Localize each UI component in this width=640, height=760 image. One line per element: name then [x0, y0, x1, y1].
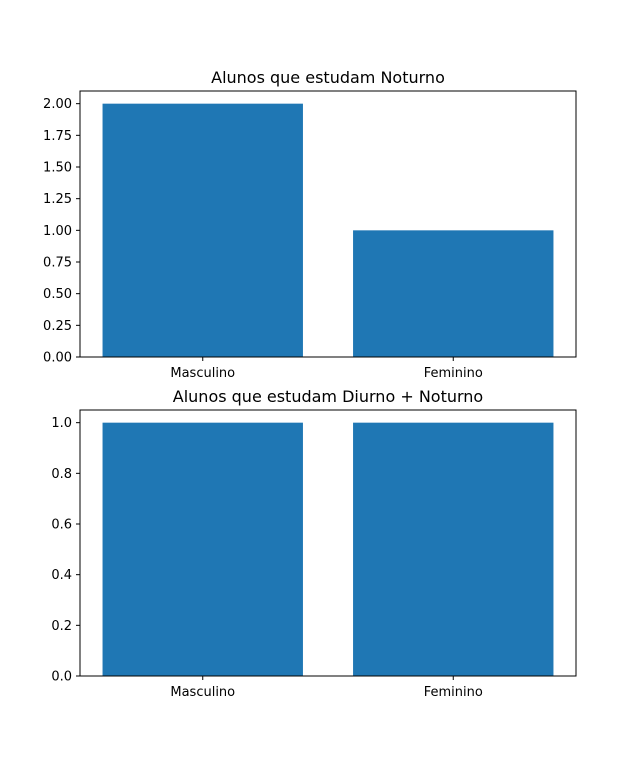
plot-frame	[79, 409, 577, 677]
bar-feminino	[353, 230, 554, 357]
chart-title: Alunos que estudam Noturno	[211, 68, 445, 87]
x-tick-label: Feminino	[424, 366, 483, 381]
y-tick-label: 2.00	[43, 97, 72, 112]
y-tick-label: 1.50	[43, 161, 72, 176]
bar-feminino	[353, 422, 554, 676]
chart-noturno: Alunos que estudam Noturno 0.00 0.25 0.50 0…	[43, 68, 577, 381]
y-tick-label: 1.0	[51, 416, 72, 431]
bar-masculino	[102, 422, 303, 676]
y-tick-label: 1.00	[43, 224, 72, 239]
y-tick-label: 0.25	[43, 319, 72, 334]
chart-diurno-noturno: Alunos que estudam Diurno + Noturno 0.0 0…	[51, 387, 577, 700]
y-tick-label: 1.75	[43, 129, 72, 144]
y-tick-label: 0.6	[51, 518, 72, 533]
plot-frame	[79, 90, 577, 358]
chart-title: Alunos que estudam Diurno + Noturno	[173, 387, 483, 406]
bar-masculino	[102, 103, 303, 358]
x-tick-label: Feminino	[424, 685, 483, 700]
y-tick-label: 0.75	[43, 256, 72, 271]
y-tick-label: 0.00	[43, 351, 72, 366]
y-tick-label: 0.2	[51, 619, 72, 634]
x-tick-label: Masculino	[170, 366, 235, 381]
y-tick-label: 0.8	[51, 467, 72, 482]
y-tick-label: 0.0	[51, 670, 72, 685]
y-tick-label: 0.50	[43, 287, 72, 302]
y-tick-label: 1.25	[43, 192, 72, 207]
y-tick-label: 0.4	[51, 568, 72, 583]
x-tick-label: Masculino	[170, 685, 235, 700]
